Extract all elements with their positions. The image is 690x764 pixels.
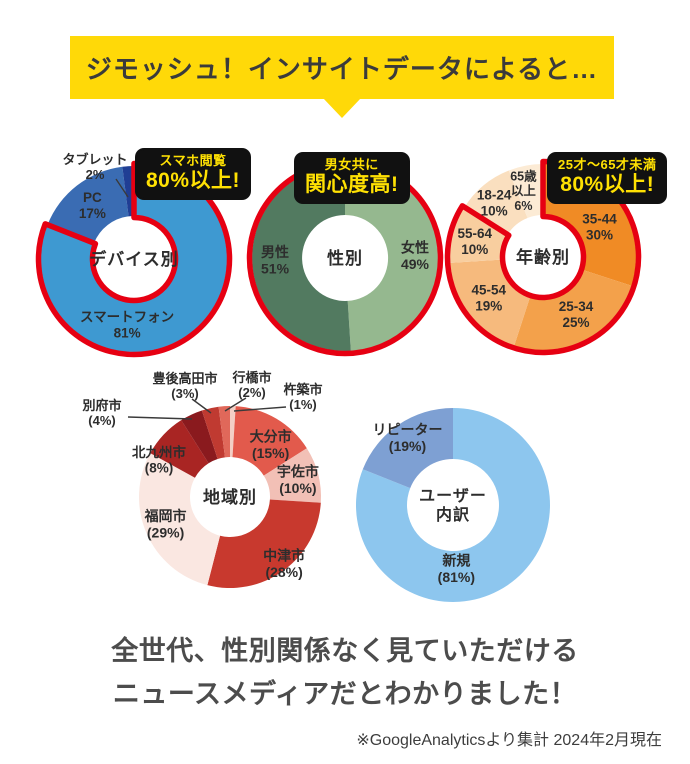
title-banner: ジモッシュ！インサイトデータによると… — [70, 36, 614, 118]
segment-label-45-54: 45-54 19% — [471, 283, 506, 314]
users-donut-chart: 新規(81%) リピーター(19%) ユーザー内訳 — [343, 395, 563, 615]
age-badge-line2: 80%以上! — [560, 172, 655, 196]
region-donut-svg: 杵築市(1%) 大分市(15%)宇佐市(10%) 中津市(28%) 福岡市(29%) 北… — [81, 370, 323, 588]
segment-label-大分市: 大分市(15%) — [250, 429, 292, 462]
segment-label-宇佐市: 宇佐市(10%) — [277, 464, 319, 497]
leader-line-別府市 — [127, 416, 193, 420]
segment-65歳以上 — [508, 164, 543, 218]
leader-line-豊後高田市 — [191, 398, 212, 414]
segment-label-福岡市: 福岡市(29%) — [144, 508, 187, 541]
gender-highlight-badge: 男女共に 関心度高! — [296, 154, 408, 203]
segment-18-24 — [464, 170, 528, 235]
segment-label-新規: 新規(81%) — [438, 553, 475, 586]
segment-label-中津市: 中津市(28%) — [263, 548, 305, 581]
segment-label-65歳以上: 65歳以上 6% — [510, 169, 537, 214]
segment-新規 — [355, 408, 550, 602]
age-highlight-badge: 25才〜65才未満 80%以上! — [549, 154, 666, 203]
gender-badge-line2: 関心度高! — [305, 172, 399, 196]
gender-center-label: 性別 — [327, 248, 363, 268]
device-badge-line1: スマホ閲覧 — [159, 153, 227, 168]
segment-label-男性: 男性 51% — [261, 244, 290, 277]
segment-label-豊後高田市: 豊後高田市(3%) — [152, 371, 217, 401]
segment-PC — [47, 166, 129, 244]
segment-別府市 — [181, 410, 218, 464]
segment-label-タブレット: タブレット 2% — [62, 152, 127, 182]
segment-宇佐市 — [263, 448, 321, 503]
region-center-label: 地域別 — [203, 487, 257, 507]
leader-line-行橋市 — [224, 397, 247, 412]
title-banner-text: ジモッシュ！インサイトデータによると… — [85, 54, 599, 84]
source-footnote: ※GoogleAnalyticsより集計 2024年2月現在 — [356, 732, 662, 749]
segment-label-別府市: 別府市(4%) — [81, 398, 121, 428]
gender-donut-chart: 女性 49% 男性 51% 性別 — [235, 148, 455, 368]
segment-男性 — [252, 165, 351, 351]
region-donut-chart: 杵築市(1%) 大分市(15%) 宇佐市(10%) 中津市(28%) 福岡市(29%) 北… — [81, 370, 350, 617]
segment-label-18-24: 18-24 10% — [477, 188, 512, 219]
highlight-outline — [444, 158, 642, 356]
users-donut-svg: 新規(81%) リピーター(19%) ユーザー内訳 — [355, 408, 550, 602]
banner-pointer-triangle — [323, 98, 361, 118]
conclusion-headline: 全世代、性別関係なく見ていただける ニュースメディアだとわかりました！ — [0, 630, 690, 716]
segment-豊後高田市 — [201, 406, 225, 459]
segment-label-55-64: 55-64 10% — [458, 226, 493, 257]
segment-女性 — [345, 164, 439, 351]
segment-label-リピーター: リピーター(19%) — [372, 422, 442, 455]
device-badge-line2: 80%以上! — [146, 168, 241, 192]
segment-label-25-34: 25-34 25% — [559, 299, 594, 330]
leader-line-杵築市 — [233, 406, 287, 412]
segment-55-64 — [449, 207, 508, 263]
segment-label-杵築市: 杵築市(1%) — [283, 382, 322, 412]
segment-label-行橋市: 行橋市(2%) — [231, 370, 271, 400]
device-donut-chart: スマートフォン 81% PC 17% タブレット 2% デバイス別 — [24, 149, 244, 369]
segment-45-54 — [450, 259, 531, 346]
device-highlight-badge: スマホ閲覧 80%以上! — [137, 150, 250, 199]
segment-label-スマートフォン: スマートフォン 81% — [80, 309, 174, 340]
segment-杵築市 — [230, 406, 236, 458]
conclusion-line2: ニュースメディアだとわかりました！ — [112, 679, 578, 710]
leader-line-タブレット — [115, 178, 129, 198]
highlight-outline — [35, 160, 233, 358]
segment-label-北九州市: 北九州市(8%) — [132, 444, 186, 476]
segment-福岡市 — [139, 453, 221, 586]
device-center-label: デバイス別 — [89, 249, 179, 269]
gender-badge-line1: 男女共に — [324, 157, 379, 172]
segment-label-PC: PC 17% — [79, 190, 106, 221]
segment-リピーター — [362, 408, 453, 489]
device-donut-svg: スマートフォン 81% PC 17% タブレット 2% デバイス別 — [35, 152, 233, 358]
segment-中津市 — [207, 499, 321, 588]
segment-大分市 — [232, 406, 307, 476]
segment-北九州市 — [150, 420, 209, 478]
segment-タブレット — [122, 166, 134, 217]
age-badge-line1: 25才〜65才未満 — [558, 157, 657, 172]
segment-行橋市 — [218, 406, 230, 458]
gender-donut-svg: 女性 49% 男性 51% 性別 — [246, 159, 444, 357]
users-center-label: ユーザー内訳 — [419, 487, 487, 524]
age-center-label: 年齢別 — [516, 247, 570, 267]
conclusion-line1: 全世代、性別関係なく見ていただける — [111, 636, 579, 666]
segment-label-女性: 女性 49% — [401, 239, 430, 272]
segment-label-35-44: 35-44 30% — [582, 212, 617, 243]
segment-25-34 — [514, 269, 632, 351]
segment-スマートフォン — [40, 166, 227, 352]
